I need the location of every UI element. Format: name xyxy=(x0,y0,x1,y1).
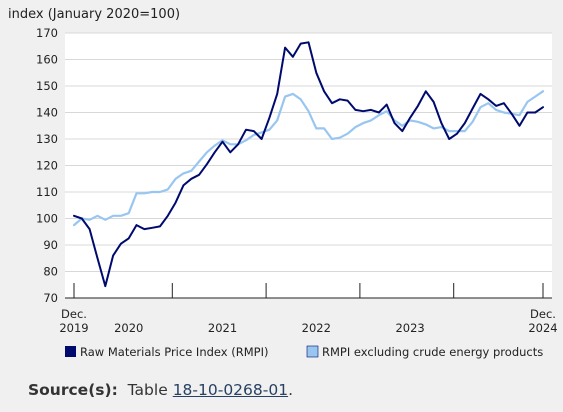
y-axis-title: index (January 2020=100) xyxy=(8,7,180,22)
y-tick-label: 80 xyxy=(43,265,58,279)
y-tick-label: 70 xyxy=(43,291,58,305)
y-tick-label: 100 xyxy=(36,212,58,226)
series-line-2 xyxy=(72,90,545,227)
x-tick-label: 2022 xyxy=(302,321,331,335)
y-tick-label: 140 xyxy=(36,106,58,120)
legend-swatch-2 xyxy=(306,345,319,358)
source-note: Source(s): Table 18-10-0268-01. xyxy=(28,381,293,399)
legend-swatch-1 xyxy=(65,346,76,357)
legend-label-2: RMPI excluding crude energy products xyxy=(322,345,543,359)
y-tick-label: 130 xyxy=(36,132,58,146)
y-tick-label: 120 xyxy=(36,159,58,173)
y-tick-label: 160 xyxy=(36,53,58,67)
x-tick-label: 2024 xyxy=(528,321,557,335)
x-tick-label: Dec. xyxy=(61,307,87,321)
y-tick-label: 170 xyxy=(36,26,58,40)
legend: Raw Materials Price Index (RMPI) RMPI exc… xyxy=(65,345,543,359)
y-axis-ticks: 70 80 90 100 110 120 130 140 150 160 170 xyxy=(36,26,58,305)
series-line-1 xyxy=(73,41,544,288)
series-layer xyxy=(72,41,545,288)
y-tick-label: 150 xyxy=(36,79,58,93)
y-tick-label: 90 xyxy=(43,238,58,252)
source-label: Source(s): xyxy=(28,381,118,399)
x-tick-label: 2020 xyxy=(114,321,143,335)
source-text: Table xyxy=(127,381,168,399)
y-tick-label: 110 xyxy=(36,185,58,199)
source-table-link[interactable]: 18-10-0268-01 xyxy=(172,381,289,399)
x-tick-label: 2023 xyxy=(395,321,424,335)
legend-label-1: Raw Materials Price Index (RMPI) xyxy=(80,345,268,359)
x-tick-label: Dec. xyxy=(530,307,556,321)
x-tick-label: 2021 xyxy=(208,321,237,335)
x-tick-label: 2019 xyxy=(59,321,88,335)
source-end: . xyxy=(288,381,294,399)
